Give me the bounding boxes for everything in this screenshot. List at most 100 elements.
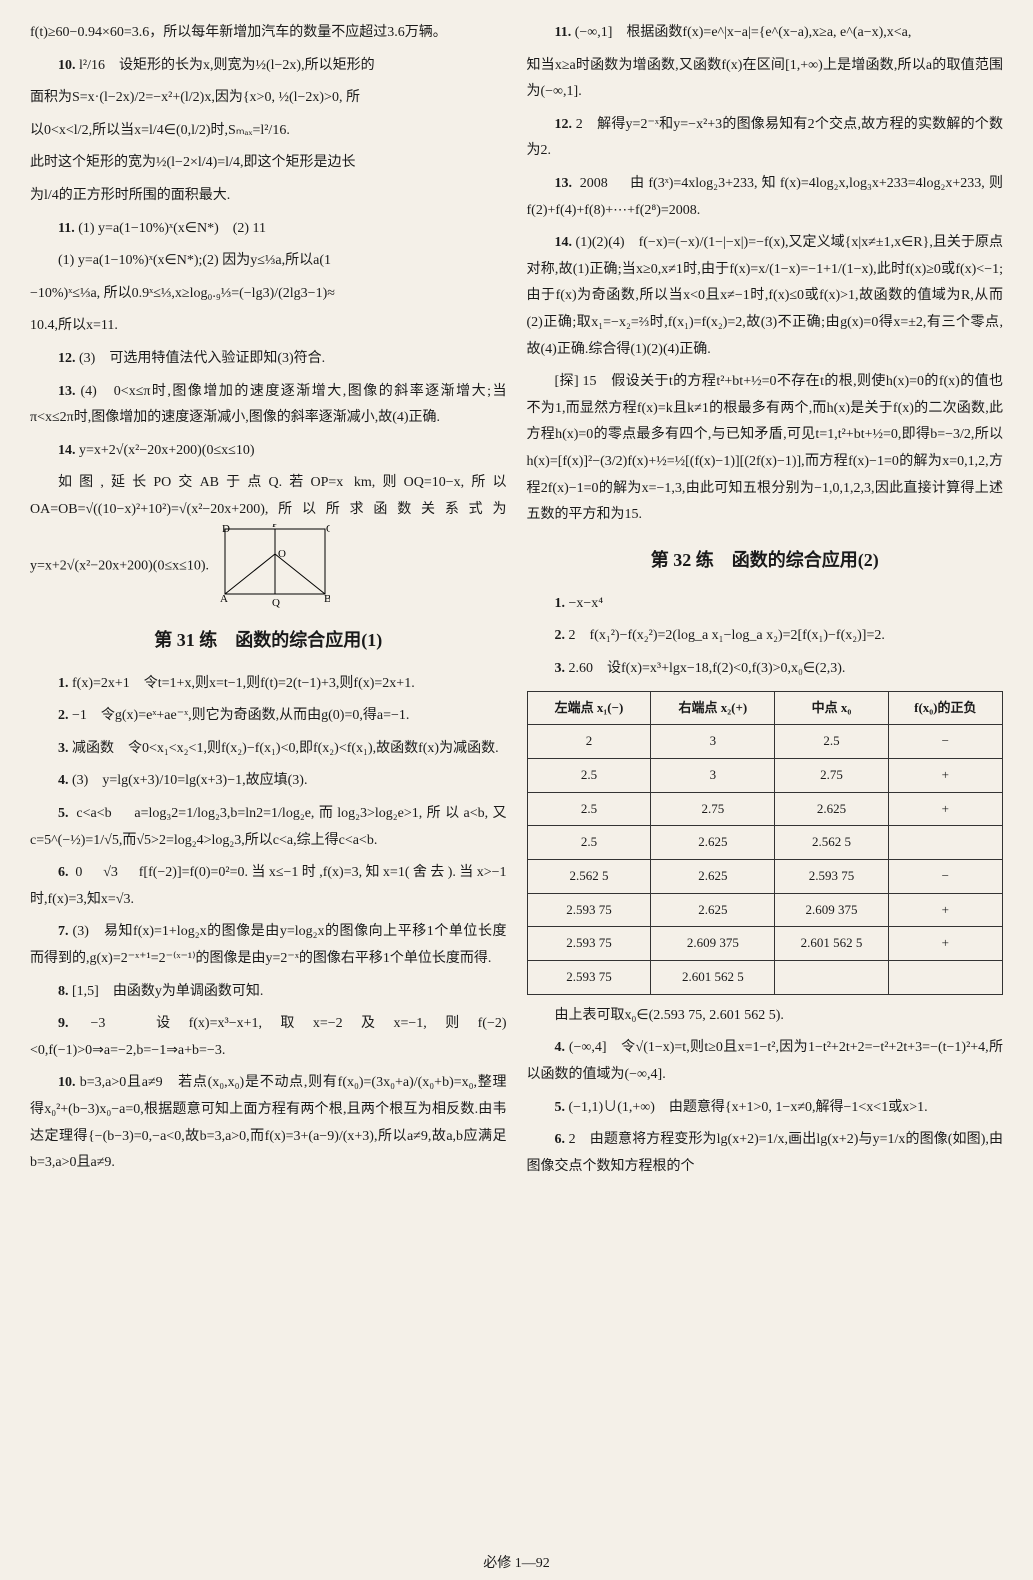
para: 10. l²/16 设矩形的长为x,则宽为½(l−2x),所以矩形的 [30, 53, 507, 80]
item-num: 6. [555, 1132, 566, 1147]
label-b: B [324, 593, 330, 605]
table-cell: 2.593 75 [527, 893, 651, 927]
item-num: 13. [555, 176, 573, 191]
label-c: C [326, 524, 330, 535]
table-cell: − [888, 725, 1002, 759]
para: 3. 减函数 令0<x₁<x₂<1,则f(x₂)−f(x₁)<0,即f(x₂)<… [30, 736, 507, 763]
table-row: 232.5− [527, 725, 1003, 759]
text: −1 令g(x)=eˣ+ae⁻ˣ,则它为奇函数,从而由g(0)=0,得a=−1. [72, 708, 409, 723]
para: 7. (3) 易知f(x)=1+log₂x的图像是由y=log₂x的图像向上平移… [30, 919, 507, 972]
text: b=3,a>0且a≠9 若点(x₀,x₀)是不动点,则有f(x₀)=(3x₀+a… [30, 1075, 507, 1170]
para: 10. b=3,a>0且a≠9 若点(x₀,x₀)是不动点,则有f(x₀)=(3… [30, 1070, 507, 1176]
table-cell: 2 [527, 725, 651, 759]
table-cell: 2.625 [651, 893, 775, 927]
table-row: 2.593 752.609 3752.601 562 5+ [527, 927, 1003, 961]
table-row: 2.593 752.601 562 5 [527, 961, 1003, 995]
table-cell: 2.5 [775, 725, 888, 759]
para: 4. (3) y=lg(x+3)/10=lg(x+3)−1,故应填(3). [30, 768, 507, 795]
table-cell: + [888, 759, 1002, 793]
table-cell: 2.593 75 [775, 860, 888, 894]
answer: l²/16 [79, 58, 105, 73]
text: 2 解得y=2⁻ˣ和y=−x²+3的图像易知有2个交点,故方程的实数解的个数为2… [527, 117, 1004, 159]
text: (3) 可选用特值法代入验证即知(3)符合. [79, 351, 325, 366]
table-cell: 2.601 562 5 [651, 961, 775, 995]
text: 2008 由f(3ˣ)=4xlog₂3+233,知f(x)=4log₂x,log… [527, 176, 1004, 218]
para: 1. f(x)=2x+1 令t=1+x,则x=t−1,则f(t)=2(t−1)+… [30, 671, 507, 698]
text: −x−x⁴ [569, 596, 604, 611]
table-cell: 2.562 5 [527, 860, 651, 894]
item-num: 11. [58, 221, 75, 236]
para: 5. (−1,1)∪(1,+∞) 由题意得{x+1>0, 1−x≠0,解得−1<… [527, 1095, 1004, 1122]
para: 如图,延长PO交AB于点Q.若OP=x km,则OQ=10−x,所以OA=OB=… [30, 470, 507, 608]
text: y=x+2√(x²−20x+200)(0≤x≤10) [79, 443, 254, 458]
text: (1) y=a(1−10%)ˣ(x∈N*) (2) 11 [78, 221, 266, 236]
para: 12. (3) 可选用特值法代入验证即知(3)符合. [30, 346, 507, 373]
table-header: 左端点 x₁(−) [527, 691, 651, 725]
item-num: 14. [58, 443, 76, 458]
item-num: 9. [58, 1016, 69, 1031]
table-row: 2.593 752.6252.609 375+ [527, 893, 1003, 927]
item-num: 4. [58, 773, 69, 788]
para: 面积为S=x·(l−2x)/2=−x²+(l/2)x,因为{x>0, ½(l−2… [30, 85, 507, 112]
label-o: O [278, 548, 286, 560]
item-num: 7. [58, 924, 69, 939]
para: 3. 2.60 设f(x)=x³+lgx−18,f(2)<0,f(3)>0,x₀… [527, 656, 1004, 683]
item-num: 2. [58, 708, 69, 723]
table-row: 2.52.752.625+ [527, 792, 1003, 826]
item-num: 5. [555, 1100, 566, 1115]
text: (−∞,1] 根据函数f(x)=e^|x−a|={e^(x−a),x≥a, e^… [575, 25, 912, 40]
table-cell: 3 [651, 725, 775, 759]
para: 10.4,所以x=11. [30, 313, 507, 340]
page-footer: 必修 1—92 [0, 1552, 1033, 1572]
table-cell: + [888, 893, 1002, 927]
para: 为l/4的正方形时所围的面积最大. [30, 183, 507, 210]
para: f(t)≥60−0.94×60=3.6，所以每年新增加汽车的数量不应超过3.6万… [30, 20, 507, 47]
text: c<a<b a=log₃2=1/log₂3,b=ln2=1/log₂e,而log… [30, 806, 507, 848]
table-cell: 2.5 [527, 759, 651, 793]
para: 14. y=x+2√(x²−20x+200)(0≤x≤10) [30, 438, 507, 465]
para: (1) y=a(1−10%)ˣ(x∈N*);(2) 因为y≤⅓a,所以a(1 [30, 248, 507, 275]
item-num: 10. [58, 58, 76, 73]
text: 2.60 设f(x)=x³+lgx−18,f(2)<0,f(3)>0,x₀∈(2… [569, 661, 846, 676]
para: 13. 2008 由f(3ˣ)=4xlog₂3+233,知f(x)=4log₂x… [527, 171, 1004, 224]
table-cell: 2.625 [651, 860, 775, 894]
para: 11. (−∞,1] 根据函数f(x)=e^|x−a|={e^(x−a),x≥a… [527, 20, 1004, 47]
label-p: P [272, 524, 278, 530]
item-num: 6. [58, 865, 69, 880]
text: (−∞,4] 令√(1−x)=t,则t≥0且x=1−t²,因为1−t²+2t+2… [527, 1040, 1004, 1082]
para: −10%)ˣ≤⅓a, 所以0.9ˣ≤⅓,x≥log₀.₉⅓=(−lg3)/(2l… [30, 281, 507, 308]
table-cell: + [888, 792, 1002, 826]
table-cell [888, 826, 1002, 860]
item-num: 8. [58, 984, 69, 999]
item-num: 1. [555, 596, 566, 611]
table-header: 中点 x₀ [775, 691, 888, 725]
item-num: 1. [58, 676, 69, 691]
para: 知当x≥a时函数为增函数,又函数f(x)在区间[1,+∞)上是增函数,所以a的取… [527, 53, 1004, 106]
para: 2. 2 f(x₁²)−f(x₂²)=2(log_a x₁−log_a x₂)=… [527, 623, 1004, 650]
text: 2 f(x₁²)−f(x₂²)=2(log_a x₁−log_a x₂)=2[f… [569, 628, 885, 643]
table-header: f(x₀)的正负 [888, 691, 1002, 725]
table-cell: 2.593 75 [527, 927, 651, 961]
text: (3) 易知f(x)=1+log₂x的图像是由y=log₂x的图像向上平移1个单… [30, 924, 507, 966]
para: 9. −3 设f(x)=x³−x+1,取x=−2及x=−1,则f(−2)<0,f… [30, 1011, 507, 1064]
table-cell: 2.601 562 5 [775, 927, 888, 961]
para: 此时这个矩形的宽为½(l−2×l/4)=l/4,即这个矩形是边长 [30, 150, 507, 177]
table-cell: + [888, 927, 1002, 961]
para: 4. (−∞,4] 令√(1−x)=t,则t≥0且x=1−t²,因为1−t²+2… [527, 1035, 1004, 1088]
text: 设矩形的长为x,则宽为½(l−2x),所以矩形的 [119, 58, 375, 73]
label-a: A [220, 593, 228, 605]
item-num: 2. [555, 628, 566, 643]
item-num: 10. [58, 1075, 76, 1090]
para: 14. (1)(2)(4) f(−x)=(−x)/(1−|−x|)=−f(x),… [527, 230, 1004, 363]
text: 2 由题意将方程变形为lg(x+2)=1/x,画出lg(x+2)与y=1/x的图… [527, 1132, 1004, 1174]
text: (1)(2)(4) f(−x)=(−x)/(1−|−x|)=−f(x),又定义域… [527, 235, 1004, 356]
label-q: Q [272, 597, 280, 609]
label-d: D [222, 524, 230, 535]
item-num: 11. [555, 25, 572, 40]
table-cell: 2.562 5 [775, 826, 888, 860]
para: 2. −1 令g(x)=eˣ+ae⁻ˣ,则它为奇函数,从而由g(0)=0,得a=… [30, 703, 507, 730]
table-header: 右端点 x₂(+) [651, 691, 775, 725]
para: 13. (4) 0<x≤π时,图像增加的速度逐渐增大,图像的斜率逐渐增大;当π<… [30, 379, 507, 432]
para: 8. [1,5] 由函数y为单调函数可知. [30, 979, 507, 1006]
para: 11. (1) y=a(1−10%)ˣ(x∈N*) (2) 11 [30, 216, 507, 243]
